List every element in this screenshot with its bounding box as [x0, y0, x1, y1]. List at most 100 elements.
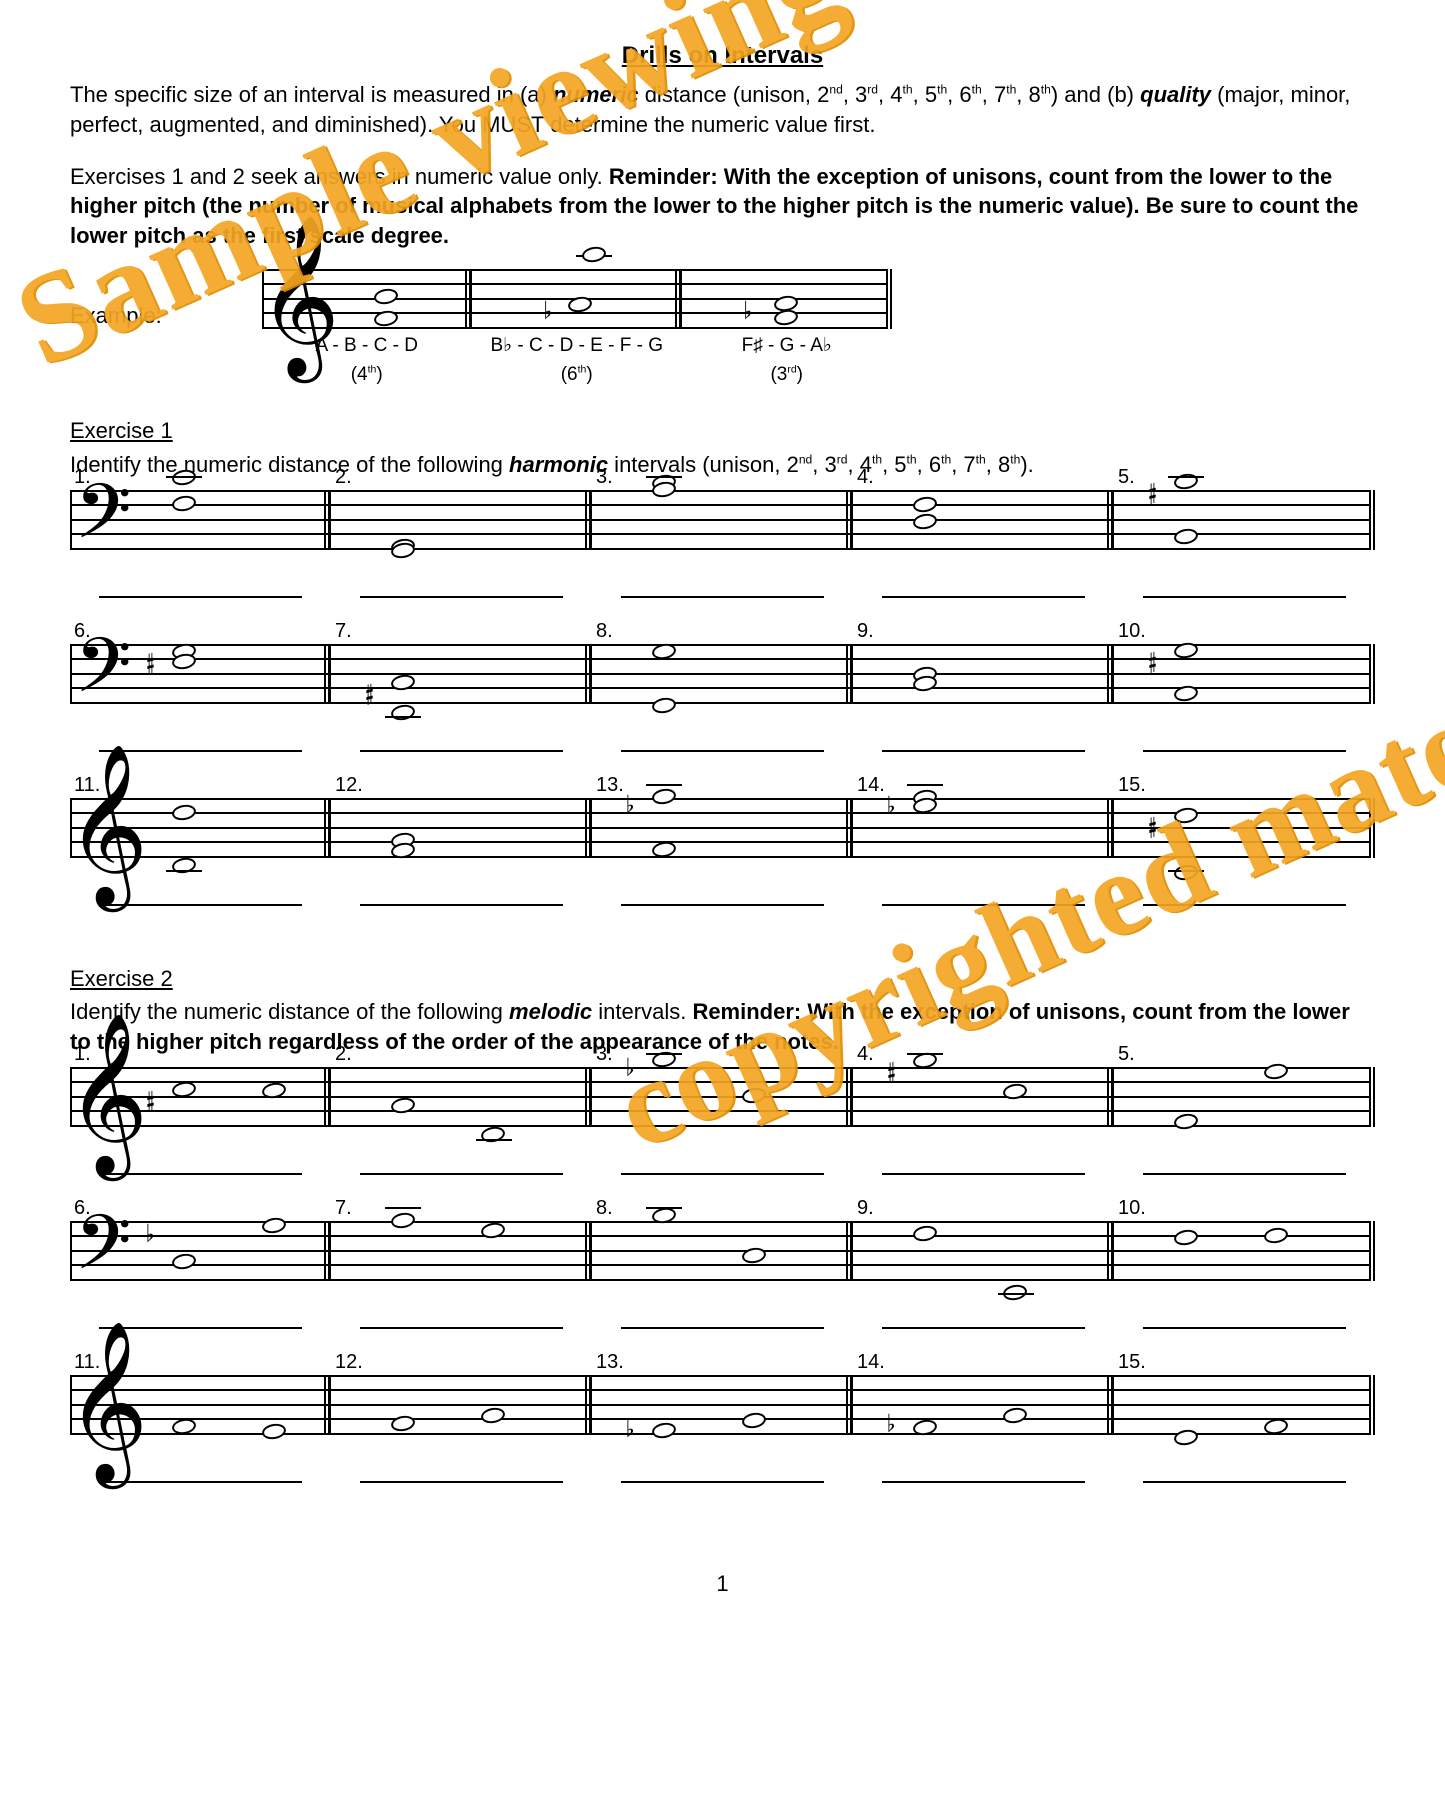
measure-number: 12. — [335, 1349, 363, 1376]
ex2-measure-12: 12. — [331, 1375, 592, 1519]
whole-note — [912, 1224, 938, 1243]
measure-number: 15. — [1118, 772, 1146, 799]
answer-blank[interactable] — [621, 750, 825, 752]
barline — [1107, 1067, 1113, 1127]
barline — [1107, 798, 1113, 858]
answer-blank[interactable] — [360, 1481, 564, 1483]
answer-blank[interactable] — [882, 750, 1086, 752]
measure-number: 10. — [1118, 1195, 1146, 1222]
ledger-line — [385, 716, 421, 718]
whole-note — [912, 495, 938, 514]
ex2-measure-10: 10. — [1114, 1221, 1375, 1365]
example-sublabel-2a: B♭ - C - D - E - F - G — [472, 335, 682, 358]
whole-note — [171, 1417, 197, 1436]
measure-number: 15. — [1118, 1349, 1146, 1376]
whole-note — [390, 673, 416, 692]
answer-blank[interactable] — [1143, 1327, 1347, 1329]
ex1-measure-12: 12. — [331, 798, 592, 942]
whole-note — [261, 1422, 287, 1441]
barline — [1107, 1375, 1113, 1435]
barline — [324, 798, 330, 858]
intro-paragraph: The specific size of an interval is meas… — [70, 80, 1375, 139]
example-staff: 𝄞 A - B - C - D (4th) ♭ B♭ - C - D - E -… — [262, 269, 892, 387]
whole-note — [390, 1096, 416, 1115]
barline — [846, 798, 852, 858]
barline — [846, 1067, 852, 1127]
answer-blank[interactable] — [1143, 904, 1347, 906]
ex2-measure-7: 7. — [331, 1221, 592, 1365]
ledger-line — [998, 1293, 1034, 1295]
answer-blank[interactable] — [882, 904, 1086, 906]
barline — [846, 644, 852, 704]
answer-blank[interactable] — [360, 904, 564, 906]
barline — [846, 1221, 852, 1281]
measure-number: 10. — [1118, 618, 1146, 645]
answer-blank[interactable] — [360, 750, 564, 752]
whole-note — [1002, 1082, 1028, 1101]
measure-number: 13. — [596, 1349, 624, 1376]
exercise-1: Exercise 1 Identify the numeric distance… — [70, 416, 1375, 941]
answer-blank[interactable] — [99, 596, 303, 598]
answer-blank[interactable] — [882, 1481, 1086, 1483]
whole-note — [171, 1080, 197, 1099]
ex2-row-2: 6.𝄢♭7.8.9.10. — [70, 1221, 1375, 1365]
answer-blank[interactable] — [621, 904, 825, 906]
ex2-row-3: 11.𝄞12.13.♭14.♭15. — [70, 1375, 1375, 1519]
barline — [1107, 1221, 1113, 1281]
answer-blank[interactable] — [360, 596, 564, 598]
ex1-measure-5: 5.♯ — [1114, 490, 1375, 634]
answer-blank[interactable] — [882, 596, 1086, 598]
answer-blank[interactable] — [621, 1327, 825, 1329]
ex2-measure-14: 14.♭ — [853, 1375, 1114, 1519]
ex2-measure-9: 9. — [853, 1221, 1114, 1365]
page-number: 1 — [70, 1569, 1375, 1599]
answer-blank[interactable] — [882, 1173, 1086, 1175]
answer-blank[interactable] — [1143, 750, 1347, 752]
measure-number: 12. — [335, 772, 363, 799]
answer-blank[interactable] — [621, 1173, 825, 1175]
whole-note — [480, 1406, 506, 1425]
ex2-measure-8: 8. — [592, 1221, 853, 1365]
ledger-line — [907, 784, 943, 786]
example-measure-1: 𝄞 A - B - C - D (4th) — [262, 269, 472, 387]
ex1-measure-3: 3. — [592, 490, 853, 634]
ex1-row-2: 6.𝄢♯7.♯8.9.10.♯ — [70, 644, 1375, 788]
whole-note — [1173, 684, 1199, 703]
ex2-row-1: 1.𝄞♯2.3.♭4.♯5. — [70, 1067, 1375, 1211]
ledger-line — [476, 1139, 512, 1141]
answer-blank[interactable] — [1143, 1173, 1347, 1175]
measure-number: 8. — [596, 618, 613, 645]
answer-blank[interactable] — [1143, 596, 1347, 598]
ledger-line — [166, 870, 202, 872]
answer-blank[interactable] — [360, 1173, 564, 1175]
ex1-measure-2: 2. — [331, 490, 592, 634]
whole-note — [741, 1246, 767, 1265]
answer-blank[interactable] — [621, 1481, 825, 1483]
measure-number: 14. — [857, 1349, 885, 1376]
whole-note — [741, 1411, 767, 1430]
ex2-measure-5: 5. — [1114, 1067, 1375, 1211]
ledger-line — [646, 784, 682, 786]
answer-blank[interactable] — [621, 596, 825, 598]
whole-note — [741, 1086, 767, 1105]
barline — [1107, 490, 1113, 550]
answer-blank[interactable] — [1143, 1481, 1347, 1483]
whole-note — [1002, 1406, 1028, 1425]
page-title: Drills on Intervals — [70, 40, 1375, 72]
barline — [846, 1375, 852, 1435]
barline — [585, 1375, 591, 1435]
whole-note — [1173, 1228, 1199, 1247]
measure-number: 5. — [1118, 464, 1135, 491]
ex1-measure-10: 10.♯ — [1114, 644, 1375, 788]
ex2-measure-3: 3.♭ — [592, 1067, 853, 1211]
answer-blank[interactable] — [882, 1327, 1086, 1329]
whole-note — [261, 1081, 287, 1100]
answer-blank[interactable] — [360, 1327, 564, 1329]
example-section: Example: 𝄞 A - B - C - D (4th) ♭ B♭ - C … — [70, 269, 1375, 387]
whole-note — [1173, 1428, 1199, 1447]
barline — [324, 1221, 330, 1281]
ex1-measure-4: 4. — [853, 490, 1114, 634]
whole-note — [1173, 1112, 1199, 1131]
example-sublabel-3b: (3rd) — [682, 364, 892, 387]
whole-note — [1173, 641, 1199, 660]
